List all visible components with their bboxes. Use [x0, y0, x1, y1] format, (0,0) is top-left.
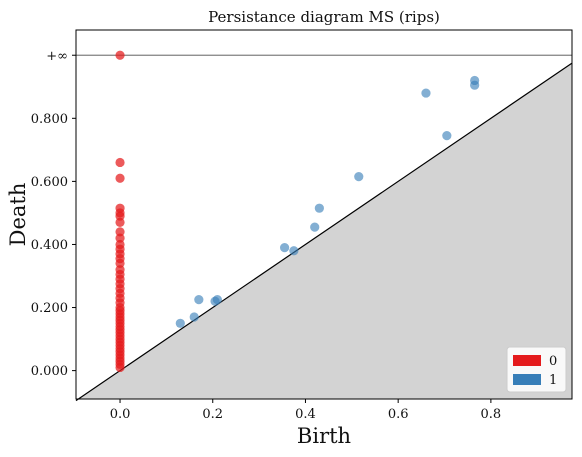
- data-point-dim1: [310, 222, 320, 232]
- data-point-dim1: [354, 172, 364, 182]
- data-point-dim1: [212, 295, 222, 305]
- legend-swatch-dim0: [513, 355, 541, 366]
- data-point-dim1: [194, 295, 204, 305]
- data-point-dim1: [280, 243, 290, 253]
- data-point-dim0: [115, 362, 125, 373]
- data-point-dim0: [115, 233, 125, 243]
- data-point-dim0: [115, 211, 125, 221]
- x-tick-label: 0.4: [295, 407, 316, 422]
- y-axis-label: Death: [6, 183, 30, 247]
- data-point-dim1: [470, 75, 480, 86]
- data-point-dim0: [115, 227, 125, 237]
- y-tick-label: 0.400: [31, 238, 68, 253]
- y-tick-label: 0.800: [31, 112, 68, 127]
- data-point-dim1: [189, 312, 199, 322]
- x-tick-label: 0.8: [481, 407, 502, 422]
- legend-label: 0: [549, 354, 557, 369]
- data-point-dim1: [289, 246, 299, 256]
- diagonal-line: [75, 62, 573, 402]
- data-point-dim0: [115, 258, 125, 268]
- legend-label: 1: [549, 373, 557, 388]
- plot-frame: [75, 29, 573, 400]
- chart-title: Persistance diagram MS (rips): [208, 8, 440, 26]
- data-point-dim0: [115, 217, 125, 227]
- data-point-dim0: [115, 157, 125, 168]
- x-tick-label: 0.6: [388, 407, 409, 422]
- x-axis-label: Birth: [297, 424, 351, 448]
- infinity-tick-label: +∞: [46, 49, 68, 64]
- data-point-dim1: [442, 131, 452, 141]
- x-tick-label: 0.2: [202, 407, 223, 422]
- data-point-dim0: [115, 50, 125, 60]
- data-point-dim0: [115, 173, 125, 183]
- y-tick-label: 0.600: [31, 175, 68, 190]
- data-point-dim1: [421, 88, 431, 98]
- x-tick-label: 0.0: [110, 407, 131, 422]
- y-tick-label: 0.000: [31, 364, 68, 379]
- data-point-dim1: [175, 318, 185, 328]
- data-point-dim1: [314, 203, 324, 213]
- y-tick-label: 0.200: [31, 301, 68, 316]
- legend-swatch-dim1: [513, 374, 541, 385]
